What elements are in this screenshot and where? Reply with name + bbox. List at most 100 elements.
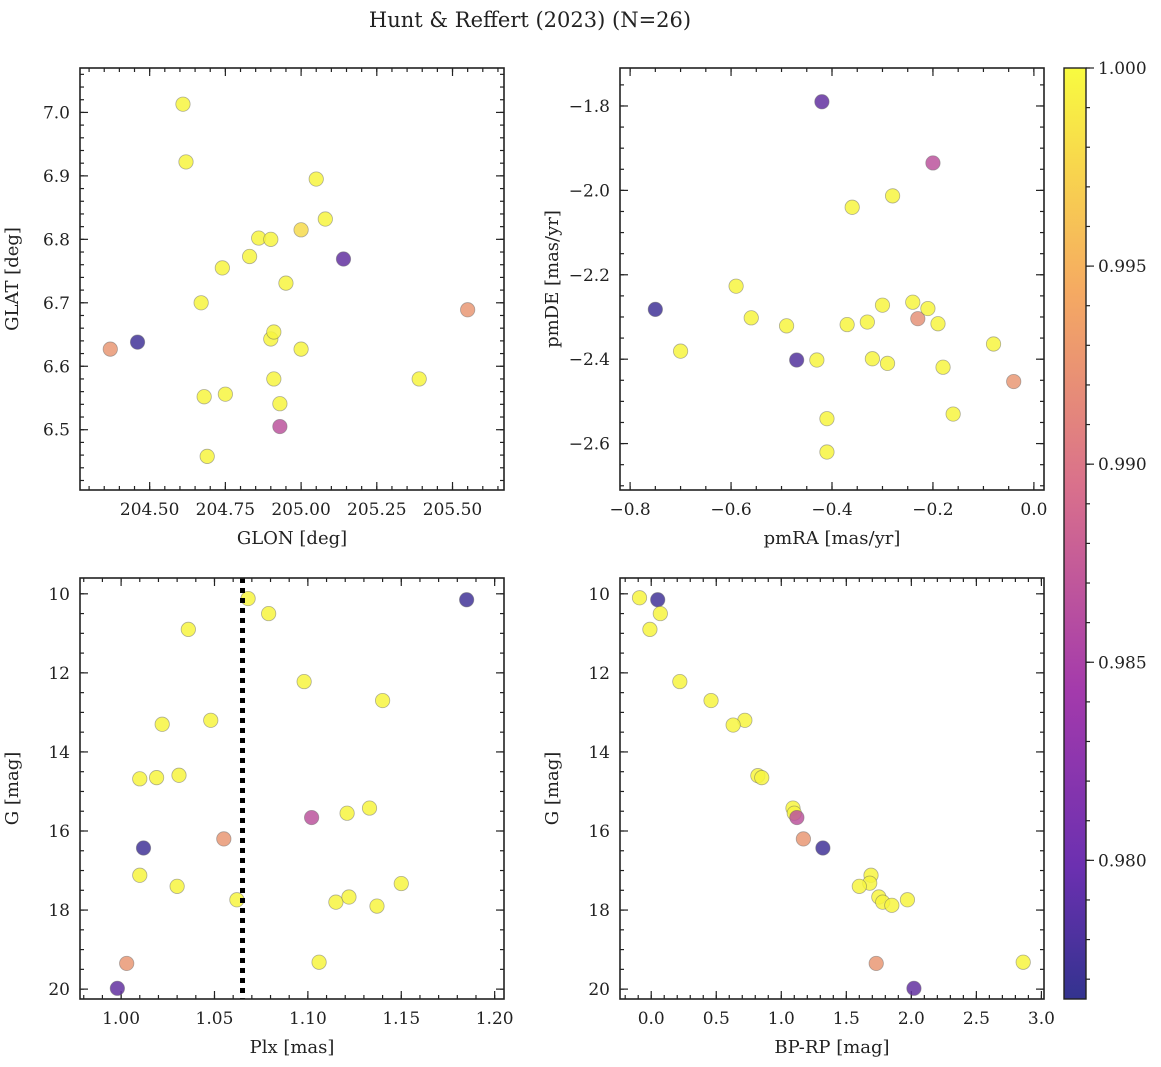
- data-point: [135, 840, 152, 856]
- data-point: [839, 316, 855, 333]
- x-tick-label: 1.05: [196, 1009, 234, 1029]
- data-point: [339, 805, 355, 821]
- y-tick-label: 18: [588, 901, 610, 921]
- axes-frame: [619, 67, 1045, 491]
- y-tick-label: 7.0: [43, 103, 70, 123]
- x-tick-label: −0.6: [710, 500, 751, 520]
- data-point: [930, 316, 946, 332]
- data-point: [650, 592, 666, 608]
- colorbar-tick-label: 0.990: [1098, 455, 1147, 475]
- x-tick-label: −0.4: [811, 500, 852, 520]
- data-point: [261, 605, 277, 622]
- data-point: [308, 171, 324, 187]
- data-point: [859, 314, 875, 330]
- data-point: [819, 411, 835, 427]
- x-tick-label: 204.50: [120, 500, 179, 520]
- data-point: [369, 898, 385, 914]
- data-point: [884, 897, 900, 913]
- data-point: [169, 878, 185, 894]
- data-point: [899, 892, 916, 908]
- colorbar-tick-label: 0.980: [1098, 851, 1147, 871]
- data-point: [263, 231, 279, 247]
- data-point: [132, 771, 148, 787]
- data-point: [725, 717, 741, 733]
- data-point: [935, 359, 951, 375]
- x-tick-label: 0.5: [703, 1009, 730, 1029]
- axes-frame: [79, 67, 505, 491]
- axes-frame: [79, 577, 505, 1000]
- y-tick-label: 6.7: [43, 294, 70, 314]
- y-tick-label: 20: [588, 980, 610, 1000]
- data-point: [652, 605, 668, 622]
- x-tick-label: 1.5: [833, 1009, 860, 1029]
- data-point: [789, 809, 805, 826]
- data-point: [119, 955, 135, 972]
- y-tick-label: 14: [588, 743, 610, 763]
- data-point: [925, 155, 941, 171]
- x-tick-label: −0.8: [609, 500, 650, 520]
- x-tick-label: 0.0: [638, 1009, 665, 1029]
- data-point: [703, 692, 719, 709]
- data-point: [293, 341, 309, 357]
- x-axis-label: BP-RP [mag]: [774, 1037, 889, 1058]
- x-tick-label: 1.0: [768, 1009, 795, 1029]
- y-tick-label: −2.6: [569, 435, 610, 455]
- panel-pmra-pmde: −0.8 −0.6 −0.4 −0.2 0.0 −2.6 −2.4 −2.2 −2.0 −1.8 p…: [542, 67, 1047, 549]
- x-tick-label: 1.20: [476, 1009, 514, 1029]
- data-point: [728, 278, 744, 294]
- data-point: [985, 336, 1002, 352]
- data-point: [874, 297, 891, 313]
- data-point: [341, 889, 357, 905]
- y-tick-label: 18: [48, 901, 70, 921]
- colorbar: 0.980 0.985 0.990 0.995 1.000: [1063, 59, 1147, 1000]
- y-tick-label: −2.0: [569, 181, 610, 201]
- data-point: [272, 396, 288, 412]
- axes-frame: [619, 577, 1045, 1000]
- data-point: [819, 444, 835, 460]
- y-tick-label: 16: [588, 822, 610, 842]
- data-point: [884, 188, 901, 204]
- x-tick-label: 204.75: [196, 500, 255, 520]
- data-point: [672, 673, 688, 690]
- data-point: [361, 800, 378, 816]
- data-point: [945, 406, 961, 422]
- data-point: [647, 301, 663, 317]
- data-point: [296, 673, 312, 690]
- y-tick-label: 6.6: [43, 357, 70, 377]
- data-point: [374, 692, 391, 709]
- data-point: [175, 96, 191, 112]
- data-point: [154, 716, 170, 732]
- data-point: [672, 343, 689, 359]
- data-point: [148, 770, 165, 786]
- x-tick-label: 1.15: [382, 1009, 420, 1029]
- y-tick-label: 12: [588, 664, 610, 684]
- data-point: [642, 621, 658, 637]
- data-point: [459, 592, 475, 608]
- data-point: [905, 294, 921, 310]
- data-point: [1006, 373, 1022, 390]
- data-point: [328, 894, 344, 910]
- data-point: [1015, 954, 1031, 970]
- data-point: [335, 251, 352, 267]
- data-point: [180, 621, 196, 637]
- x-axis-label: Plx [mas]: [250, 1037, 335, 1058]
- data-point: [743, 310, 759, 326]
- x-tick-label: 1.00: [102, 1009, 140, 1029]
- data-point: [214, 260, 230, 276]
- data-point: [203, 712, 219, 728]
- y-tick-label: 6.9: [43, 167, 70, 187]
- colorbar-gradient: [1063, 67, 1087, 1000]
- data-point: [814, 94, 830, 110]
- data-point: [631, 590, 648, 606]
- data-point: [266, 324, 282, 340]
- panel-glon-glat: 204.50 204.75 205.00 205.25 205.50 6.5 6.6 6.7 6…: [2, 67, 505, 549]
- data-point: [109, 980, 125, 996]
- y-tick-label: 14: [48, 743, 70, 763]
- data-point: [868, 955, 884, 972]
- data-point: [293, 222, 309, 238]
- colorbar-tick-label: 1.000: [1098, 59, 1147, 79]
- data-point: [864, 351, 880, 367]
- y-axis-label: GLAT [deg]: [2, 227, 23, 331]
- data-point: [199, 448, 215, 464]
